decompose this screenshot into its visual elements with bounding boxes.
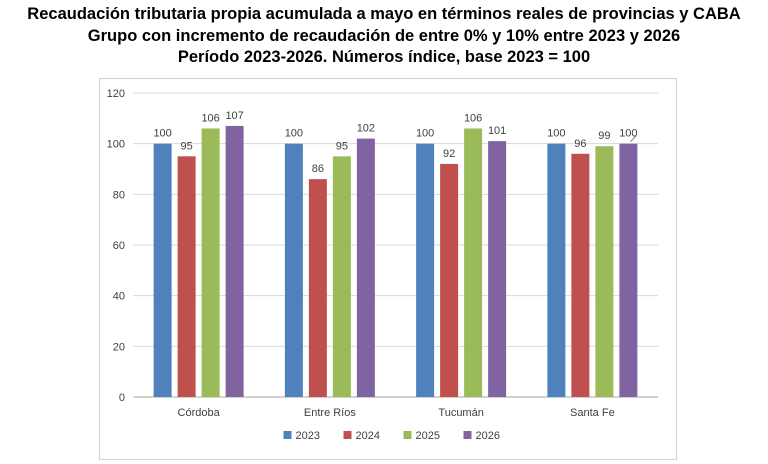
bar-2026-1 xyxy=(356,138,375,397)
data-labels: 100 95 106 107 100 86 95 102 100 92 106 101 100 96 99 1… xyxy=(153,110,637,175)
data-label: 95 xyxy=(181,140,193,152)
legend-label: 2023 xyxy=(296,430,320,442)
y-axis: 0 20 40 60 80 100 120 xyxy=(107,88,125,404)
y-tick-label: 100 xyxy=(107,139,125,151)
bar-2025-1 xyxy=(332,156,351,397)
y-tick-label: 120 xyxy=(107,88,125,100)
bar-2024-1 xyxy=(308,179,327,397)
legend-swatch xyxy=(343,431,352,439)
data-label: 95 xyxy=(336,140,348,152)
x-tick-label: Tucumán xyxy=(438,407,483,419)
data-label: 101 xyxy=(488,125,506,137)
chart-titles: Recaudación tributaria propia acumulada … xyxy=(0,4,768,69)
bar-2025-0 xyxy=(201,128,220,397)
data-label: 107 xyxy=(225,110,243,122)
y-tick-label: 60 xyxy=(113,240,125,252)
legend-label: 2026 xyxy=(476,430,500,442)
bar-2023-3 xyxy=(547,143,566,397)
data-label: 100 xyxy=(619,128,637,140)
bar-2024-3 xyxy=(571,153,590,397)
y-tick-label: 0 xyxy=(119,392,125,404)
bars xyxy=(153,125,638,397)
bar-2023-2 xyxy=(416,143,435,397)
chart-period: Período 2023-2026. Números índice, base … xyxy=(177,48,591,66)
data-label: 100 xyxy=(547,128,565,140)
data-label: 100 xyxy=(153,128,171,140)
x-axis: Córdoba Entre Ríos Tucumán Santa Fe xyxy=(178,407,615,419)
data-label: 100 xyxy=(416,128,434,140)
legend-label: 2024 xyxy=(356,430,380,442)
data-label: 96 xyxy=(574,138,586,150)
bar-2026-2 xyxy=(488,141,507,397)
gridlines xyxy=(133,92,658,398)
legend: 2023 2024 2025 2026 xyxy=(283,430,500,442)
chart-subtitle: Grupo con incremento de recaudación de e… xyxy=(87,26,681,45)
data-label: 99 xyxy=(598,130,610,142)
y-tick-label: 20 xyxy=(113,341,125,353)
legend-label: 2025 xyxy=(416,430,440,442)
bar-2025-2 xyxy=(464,128,483,397)
bar-2026-0 xyxy=(225,125,244,397)
data-label: 100 xyxy=(285,128,303,140)
bar-2024-2 xyxy=(440,163,459,397)
bar-2024-0 xyxy=(177,156,196,397)
y-tick-label: 80 xyxy=(113,189,125,201)
bar-2026-3 xyxy=(619,143,638,397)
bar-2023-0 xyxy=(153,143,172,397)
legend-swatch xyxy=(283,431,292,439)
data-label: 102 xyxy=(357,123,375,135)
x-tick-label: Córdoba xyxy=(178,407,221,419)
bar-2025-3 xyxy=(595,146,614,397)
chart-title: Recaudación tributaria propia acumulada … xyxy=(27,5,741,23)
legend-swatch xyxy=(463,431,472,439)
data-label: 86 xyxy=(312,163,324,175)
legend-swatch xyxy=(403,431,412,439)
data-label: 92 xyxy=(443,148,455,160)
data-label: 106 xyxy=(201,112,219,124)
bar-2023-1 xyxy=(284,143,303,397)
x-tick-label: Santa Fe xyxy=(570,407,615,419)
label-leader-line xyxy=(630,135,637,143)
x-tick-label: Entre Ríos xyxy=(304,407,356,419)
data-label: 106 xyxy=(464,112,482,124)
y-tick-label: 40 xyxy=(113,291,125,303)
